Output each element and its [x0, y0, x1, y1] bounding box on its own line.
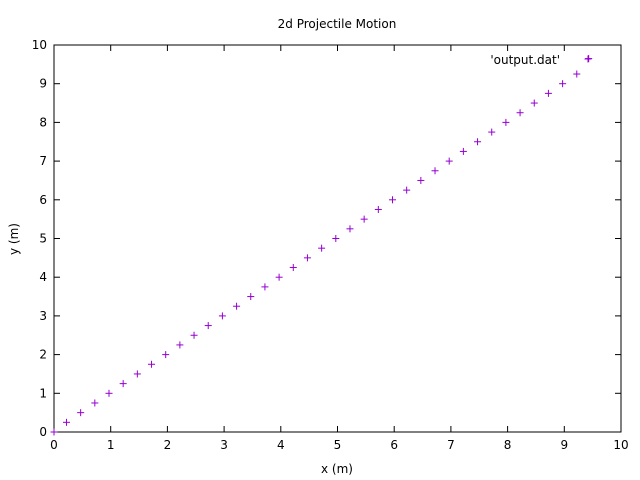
data-point: [62, 418, 70, 426]
data-point: [516, 109, 524, 117]
y-tick-label: 6: [39, 193, 47, 207]
x-tick-label: 2: [164, 438, 172, 452]
data-point: [162, 351, 170, 359]
data-point: [247, 293, 255, 301]
data-point: [318, 244, 326, 252]
data-point: [91, 399, 99, 407]
data-point: [218, 312, 226, 320]
y-tick-label: 1: [39, 386, 47, 400]
x-tick-label: 6: [390, 438, 398, 452]
data-point: [261, 283, 269, 291]
data-point: [119, 380, 127, 388]
chart-title: 2d Projectile Motion: [278, 17, 397, 31]
y-tick-label: 5: [39, 232, 47, 246]
x-axis-label: x (m): [321, 462, 353, 476]
y-tick-label: 0: [39, 425, 47, 439]
data-point: [289, 264, 297, 272]
x-tick-label: 7: [447, 438, 455, 452]
x-tick-label: 9: [560, 438, 568, 452]
y-tick-label: 2: [39, 348, 47, 362]
x-tick-label: 4: [277, 438, 285, 452]
data-point: [573, 70, 581, 78]
data-point: [77, 409, 85, 417]
y-axis-label: y (m): [7, 223, 21, 255]
y-tick-label: 9: [39, 77, 47, 91]
data-point: [474, 138, 482, 146]
data-point: [488, 128, 496, 136]
data-point: [360, 215, 368, 223]
data-point: [559, 80, 567, 88]
data-point: [148, 360, 156, 368]
data-point: [502, 118, 510, 126]
legend-marker: [584, 55, 592, 63]
data-point: [544, 89, 552, 97]
data-point: [346, 225, 354, 233]
data-point: [50, 428, 58, 436]
legend-label: 'output.dat': [490, 53, 560, 67]
data-point: [275, 273, 283, 281]
data-point: [431, 167, 439, 175]
data-point: [445, 157, 453, 165]
data-point: [190, 331, 198, 339]
data-point: [176, 341, 184, 349]
data-point: [417, 176, 425, 184]
data-point: [105, 389, 113, 397]
y-tick-label: 4: [39, 270, 47, 284]
data-point: [459, 147, 467, 155]
y-tick-label: 7: [39, 154, 47, 168]
x-tick-label: 5: [334, 438, 342, 452]
x-tick-label: 3: [220, 438, 228, 452]
data-point: [388, 196, 396, 204]
data-point: [303, 254, 311, 262]
x-tick-label: 10: [613, 438, 628, 452]
data-point: [530, 99, 538, 107]
data-point: [233, 302, 241, 310]
x-tick-label: 1: [107, 438, 115, 452]
data-point: [374, 205, 382, 213]
y-tick-label: 8: [39, 115, 47, 129]
data-point: [332, 235, 340, 242]
data-point: [133, 370, 141, 378]
data-point: [403, 186, 411, 194]
data-point: [204, 322, 212, 330]
x-tick-label: 0: [50, 438, 58, 452]
x-tick-label: 8: [504, 438, 512, 452]
y-tick-label: 3: [39, 309, 47, 323]
y-tick-label: 10: [32, 38, 47, 52]
